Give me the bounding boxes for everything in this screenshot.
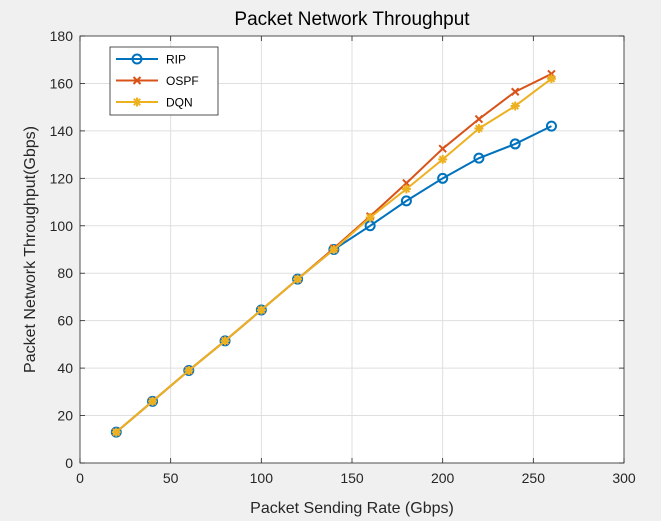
y-tick-label: 140 bbox=[50, 123, 74, 139]
y-tick-label: 80 bbox=[57, 265, 73, 281]
legend: RIP OSPF DQN bbox=[109, 46, 219, 116]
data-point-dqn bbox=[220, 336, 230, 346]
data-point-ospf bbox=[438, 144, 447, 153]
data-point-rip bbox=[437, 172, 449, 184]
y-tick-label: 120 bbox=[50, 170, 74, 186]
x-tick-label: 300 bbox=[612, 470, 636, 486]
data-point-dqn bbox=[365, 212, 375, 222]
y-tick-label: 160 bbox=[50, 75, 74, 91]
series-lines bbox=[110, 69, 557, 438]
data-point-dqn bbox=[438, 154, 448, 164]
data-point-dqn bbox=[401, 184, 411, 194]
data-point-ospf bbox=[474, 114, 484, 124]
x-tick-label: 100 bbox=[250, 470, 274, 486]
data-point-dqn bbox=[293, 274, 303, 284]
data-point-dqn bbox=[111, 427, 121, 437]
grid bbox=[80, 36, 624, 463]
legend-marker-ospf bbox=[132, 76, 142, 85]
x-tick-label: 250 bbox=[522, 470, 546, 486]
data-point-ospf bbox=[510, 87, 520, 96]
y-tick-label: 40 bbox=[57, 360, 73, 376]
x-axis-label: Packet Sending Rate (Gbps) bbox=[250, 500, 454, 517]
data-point-dqn bbox=[510, 101, 520, 111]
data-point-rip bbox=[509, 138, 521, 150]
series-dqn bbox=[111, 74, 556, 437]
data-point-rip bbox=[400, 195, 412, 207]
legend-label-ospf: OSPF bbox=[166, 74, 199, 88]
y-tick-label: 20 bbox=[57, 408, 73, 424]
legend-marker-dqn bbox=[132, 97, 142, 107]
data-point-dqn bbox=[184, 365, 194, 375]
y-tick-label: 100 bbox=[50, 218, 74, 234]
data-point-rip bbox=[545, 120, 557, 132]
y-tick-label: 0 bbox=[65, 455, 73, 471]
legend-label-dqn: DQN bbox=[166, 96, 193, 110]
y-tick-label: 60 bbox=[57, 313, 73, 329]
x-tick-label: 150 bbox=[340, 470, 364, 486]
data-point-dqn bbox=[474, 124, 484, 134]
x-tick-label: 0 bbox=[76, 470, 84, 486]
chart-title: Packet Network Throughput bbox=[234, 9, 470, 30]
y-axis-label: Packet Network Throughput(Gbps) bbox=[22, 126, 39, 373]
axis-ticks: 0 50 100 150 200 250 300 0 20 40 60 80 100 120 140 160 1… bbox=[50, 28, 636, 486]
data-point-dqn bbox=[329, 245, 339, 254]
y-tick-label: 180 bbox=[50, 28, 74, 44]
x-tick-label: 200 bbox=[431, 470, 455, 486]
data-point-dqn bbox=[256, 305, 266, 315]
x-tick-label: 50 bbox=[163, 470, 179, 486]
legend-marker-rip bbox=[131, 53, 143, 65]
data-point-dqn bbox=[148, 396, 158, 406]
data-point-dqn bbox=[546, 74, 556, 84]
legend-label-rip: RIP bbox=[166, 53, 186, 67]
data-point-rip bbox=[473, 152, 485, 164]
